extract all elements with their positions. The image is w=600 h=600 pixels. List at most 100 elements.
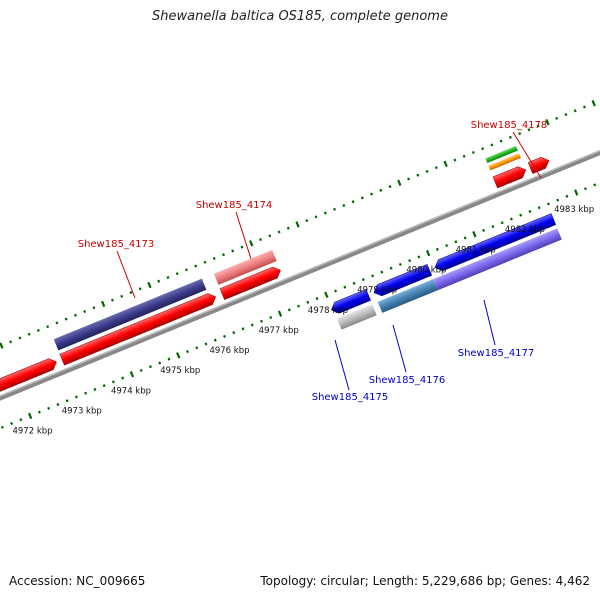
ruler-minor-tick: [203, 260, 207, 264]
ruler-minor-tick: [314, 215, 318, 219]
ruler-minor-tick: [56, 403, 60, 407]
gene-arrow-forward[interactable]: [0, 356, 59, 397]
gene-arrow-reverse[interactable]: [329, 288, 371, 315]
feature-bar-pink[interactable]: [213, 249, 277, 285]
ruler-label: 4979 kbp: [357, 286, 397, 296]
gene-label[interactable]: Shew185_4175: [312, 392, 389, 403]
gene-arrow-forward[interactable]: [219, 265, 283, 301]
ruler-minor-tick: [186, 350, 189, 354]
ruler-minor-tick: [352, 281, 356, 285]
ruler-minor-tick: [306, 300, 310, 304]
gene-label[interactable]: Shew185_4177: [458, 348, 535, 359]
ruler-minor-tick: [435, 247, 439, 251]
ruler-minor-tick: [269, 315, 273, 320]
ruler-minor-tick: [388, 185, 392, 189]
ruler-major-tick: [27, 412, 33, 420]
feature-bar-violet[interactable]: [433, 228, 562, 291]
gene-label[interactable]: Shew185_4173: [78, 239, 155, 250]
ruler-minor-tick: [231, 249, 235, 253]
gene-label[interactable]: Shew185_4178: [471, 120, 548, 131]
ruler-minor-tick: [536, 124, 540, 128]
ruler-minor-tick: [555, 116, 559, 120]
gene-label[interactable]: Shew185_4176: [369, 375, 446, 386]
ruler-minor-tick: [268, 234, 272, 238]
ruler-minor-tick: [482, 228, 486, 232]
leader-line: [116, 250, 136, 299]
ruler-minor-tick: [407, 177, 411, 181]
ruler-minor-tick: [416, 173, 420, 177]
gene-arrow-forward[interactable]: [492, 164, 528, 189]
ruler-minor-tick: [260, 319, 263, 323]
ruler-label: 4981 kbp: [456, 245, 496, 255]
feature-bar-navy[interactable]: [53, 278, 207, 351]
ruler-label: 4978 kbp: [308, 306, 348, 316]
ruler-minor-tick: [509, 217, 513, 221]
ruler-minor-tick: [74, 395, 78, 399]
feature-bar-orange[interactable]: [488, 153, 521, 171]
ruler-minor-tick: [499, 139, 503, 143]
ruler-minor-tick: [46, 325, 50, 329]
ruler-minor-tick: [398, 262, 402, 266]
ruler-major-tick: [545, 118, 550, 126]
leader-line: [334, 339, 350, 391]
feature-bar-steel[interactable]: [377, 279, 438, 313]
ruler-minor-tick: [360, 196, 364, 200]
ruler-minor-tick: [315, 297, 319, 301]
ruler-minor-tick: [19, 418, 23, 422]
ruler-top: [0, 100, 596, 349]
ruler-minor-tick: [212, 256, 216, 261]
ruler-minor-tick: [342, 203, 346, 208]
ruler-major-tick: [443, 160, 448, 168]
ruler-minor-tick: [582, 105, 586, 109]
ruler-minor-tick: [166, 275, 170, 279]
gene-arrow-reverse[interactable]: [433, 213, 557, 274]
ruler-minor-tick: [36, 328, 40, 332]
feature-bar-green[interactable]: [485, 145, 518, 163]
ruler-major-tick: [249, 240, 254, 247]
ruler-minor-tick: [47, 406, 51, 410]
ruler-label: 4974 kbp: [111, 386, 151, 396]
ruler-minor-tick: [110, 298, 114, 302]
ruler-minor-tick: [120, 294, 124, 298]
ruler-minor-tick: [232, 331, 236, 335]
ruler-minor-tick: [277, 230, 281, 234]
ruler-minor-tick: [491, 225, 495, 229]
gene-label-leaders: [116, 131, 542, 391]
gene-arrow-reverse[interactable]: [372, 263, 433, 298]
ruler-minor-tick: [323, 211, 327, 215]
ruler-minor-tick: [593, 183, 597, 187]
ruler-major-tick: [324, 291, 329, 298]
ruler-minor-tick: [286, 226, 290, 230]
ruler-major-tick: [397, 179, 402, 186]
ruler-minor-tick: [175, 272, 179, 276]
ruler-major-tick: [147, 281, 152, 289]
ruler-minor-tick: [518, 132, 522, 136]
ruler-minor-tick: [148, 365, 152, 369]
ruler-minor-tick: [463, 236, 467, 240]
ruler-minor-tick: [37, 410, 41, 414]
gene-label[interactable]: Shew185_4174: [196, 200, 273, 211]
ruler-major-tick: [0, 342, 4, 349]
gene-arrow-forward[interactable]: [527, 155, 551, 174]
genome-strip: 4972 kbp 4973 kbp 4974 kbp 4975 kbp 4976 kbp…: [0, 100, 600, 437]
ruler-minor-tick: [380, 270, 384, 274]
ruler-minor-tick: [194, 264, 198, 268]
ruler-minor-tick: [434, 166, 438, 170]
leader-line: [483, 299, 496, 346]
ruler-minor-tick: [462, 154, 466, 158]
ruler-minor-tick: [361, 278, 365, 282]
ruler-minor-tick: [454, 240, 458, 244]
ruler-label: 4983 kbp: [554, 205, 594, 215]
ruler-minor-tick: [73, 313, 77, 317]
ruler-minor-tick: [93, 387, 97, 391]
ruler-minor-tick: [556, 198, 560, 202]
ruler-minor-tick: [564, 113, 568, 117]
leader-line: [235, 211, 252, 260]
ruler-minor-tick: [537, 206, 541, 210]
leader-line: [392, 324, 407, 373]
ruler-major-tick: [277, 310, 283, 317]
gene-arrow-forward[interactable]: [59, 291, 218, 366]
ruler-minor-tick: [157, 279, 161, 283]
feature-bar-grey[interactable]: [336, 304, 377, 330]
ruler-major-tick: [101, 300, 106, 308]
